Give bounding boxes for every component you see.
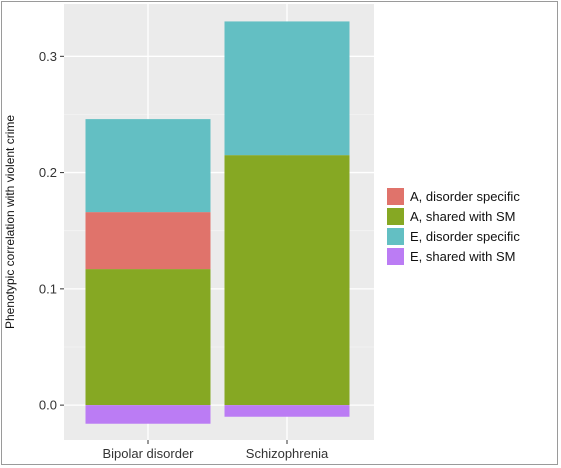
- y-axis-title: Phenotypic correlation with violent crim…: [3, 115, 17, 329]
- legend-label: E, shared with SM: [410, 249, 516, 264]
- bar-schizophrenia-e-shared-with-sm: [224, 405, 350, 417]
- legend: A, disorder specific A, shared with SM E, …: [387, 188, 520, 265]
- y-tick-label: 0.3: [39, 49, 57, 64]
- bar-bipolar-disorder-a-disorder-specific: [85, 212, 211, 270]
- legend-item: E, disorder specific: [387, 228, 520, 245]
- legend-key-a-shared-with-sm: [387, 208, 404, 225]
- legend-label: A, disorder specific: [410, 189, 520, 204]
- bar-bipolar-disorder-a-shared-with-sm: [85, 269, 211, 406]
- legend-label: A, shared with SM: [410, 209, 516, 224]
- legend-label: E, disorder specific: [410, 229, 520, 244]
- axis-ticks: 0.0 0.1 0.2 0.3 Bipolar disorder Schizophreni…: [39, 49, 329, 461]
- y-tick-label: 0.1: [39, 281, 57, 296]
- legend-item: E, shared with SM: [387, 248, 516, 265]
- legend-item: A, disorder specific: [387, 188, 520, 205]
- bars: [85, 21, 350, 424]
- legend-key-e-disorder-specific: [387, 228, 404, 245]
- bar-schizophrenia-e-disorder-specific: [224, 21, 350, 156]
- y-tick-label: 0.0: [39, 398, 57, 413]
- bar-schizophrenia-a-shared-with-sm: [224, 155, 350, 406]
- x-tick-label: Schizophrenia: [246, 446, 329, 461]
- legend-item: A, shared with SM: [387, 208, 516, 225]
- legend-key-a-disorder-specific: [387, 188, 404, 205]
- legend-key-e-shared-with-sm: [387, 248, 404, 265]
- x-tick-label: Bipolar disorder: [102, 446, 194, 461]
- bar-bipolar-disorder-e-shared-with-sm: [85, 405, 211, 424]
- bar-bipolar-disorder-e-disorder-specific: [85, 119, 211, 213]
- y-tick-label: 0.2: [39, 165, 57, 180]
